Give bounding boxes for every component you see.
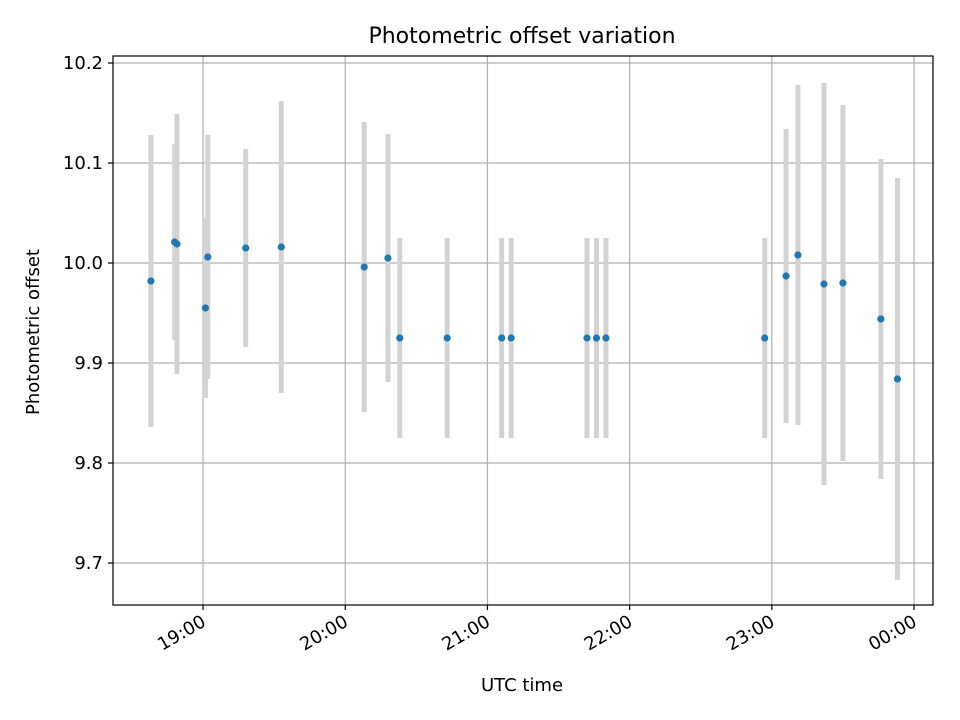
data-point	[592, 334, 601, 342]
y-axis-label: Photometric offset	[23, 249, 44, 415]
data-point	[173, 240, 181, 248]
grid	[113, 56, 933, 605]
data-point	[201, 304, 210, 312]
y-tick-label: 9.9	[74, 353, 103, 374]
y-tick-label: 10.1	[63, 153, 103, 174]
data-point	[794, 251, 802, 259]
y-axis-ticks: 9.7 9.8 9.9 10.0 10.1 10.2	[63, 53, 113, 574]
data-points	[147, 238, 902, 383]
data-point	[583, 334, 591, 342]
data-point	[242, 244, 250, 252]
y-tick-label: 9.7	[74, 553, 103, 574]
data-point	[498, 334, 506, 342]
data-point	[443, 334, 451, 342]
data-point	[893, 375, 902, 383]
data-point	[396, 334, 404, 342]
plot-frame	[112, 55, 934, 606]
data-point	[384, 254, 392, 262]
y-tick-label: 9.8	[74, 453, 103, 474]
y-tick-label: 10.2	[63, 53, 103, 74]
data-point	[204, 253, 212, 261]
data-point	[360, 263, 368, 271]
chart-title: Photometric offset variation	[368, 24, 675, 49]
data-point	[839, 279, 847, 287]
x-axis-label: UTC time	[481, 675, 563, 696]
data-point	[147, 277, 155, 285]
data-point	[877, 315, 885, 323]
data-point	[782, 272, 790, 280]
data-point	[277, 243, 285, 251]
data-point	[507, 334, 515, 342]
data-point	[602, 334, 610, 342]
data-point	[761, 334, 769, 342]
data-point	[820, 280, 828, 288]
y-tick-label: 10.0	[63, 253, 103, 274]
